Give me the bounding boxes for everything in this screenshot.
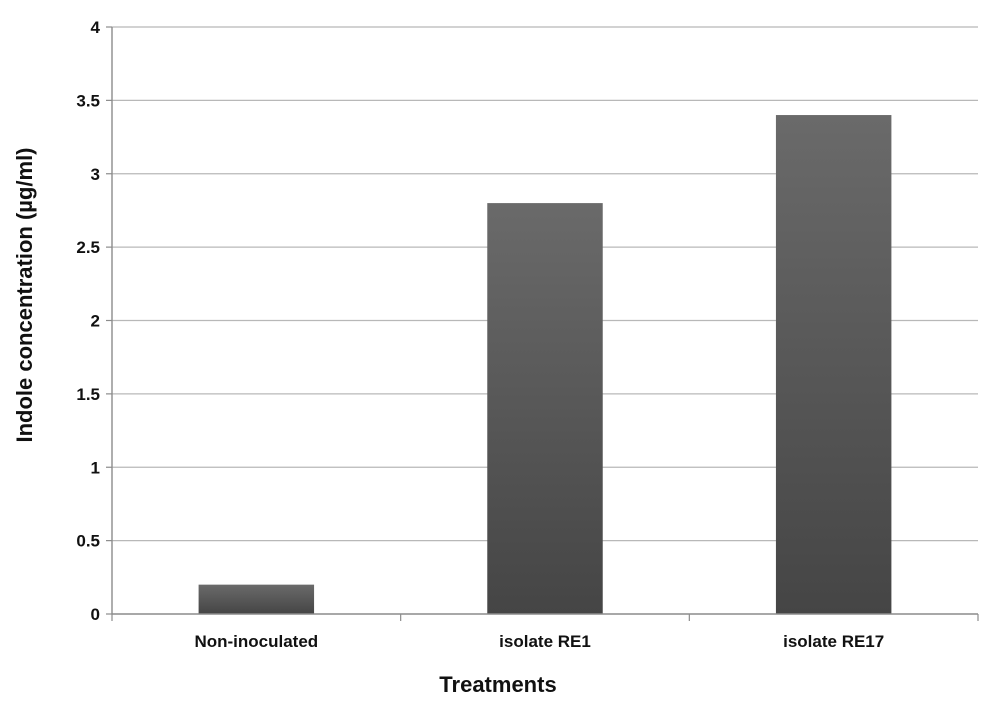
x-tick-label: isolate RE17 bbox=[783, 632, 884, 651]
y-tick-label: 3.5 bbox=[76, 91, 100, 110]
y-tick-label: 4 bbox=[91, 18, 101, 37]
x-axis-title: Treatments bbox=[439, 672, 556, 697]
y-axis-title: Indole concentration (µg/ml) bbox=[12, 147, 37, 442]
x-tick-label: isolate RE1 bbox=[499, 632, 591, 651]
axes bbox=[106, 26, 979, 621]
y-tick-label: 0.5 bbox=[76, 532, 100, 551]
y-tick-label: 1.5 bbox=[76, 385, 100, 404]
bar-isolate-re1 bbox=[487, 203, 603, 614]
bar-non-inoculated bbox=[198, 584, 315, 614]
x-tick-label: Non-inoculated bbox=[194, 632, 318, 651]
y-tick-label: 0 bbox=[91, 605, 100, 624]
bars bbox=[198, 115, 892, 615]
tick-labels: 0 0.5 1 1.5 2 2.5 3 3.5 4 Non-inoculated isolate R… bbox=[76, 18, 884, 651]
bar-isolate-re17 bbox=[775, 115, 892, 615]
y-tick-label: 3 bbox=[91, 165, 100, 184]
y-tick-label: 1 bbox=[91, 458, 100, 477]
y-tick-label: 2.5 bbox=[76, 238, 100, 257]
y-tick-label: 2 bbox=[91, 312, 100, 331]
